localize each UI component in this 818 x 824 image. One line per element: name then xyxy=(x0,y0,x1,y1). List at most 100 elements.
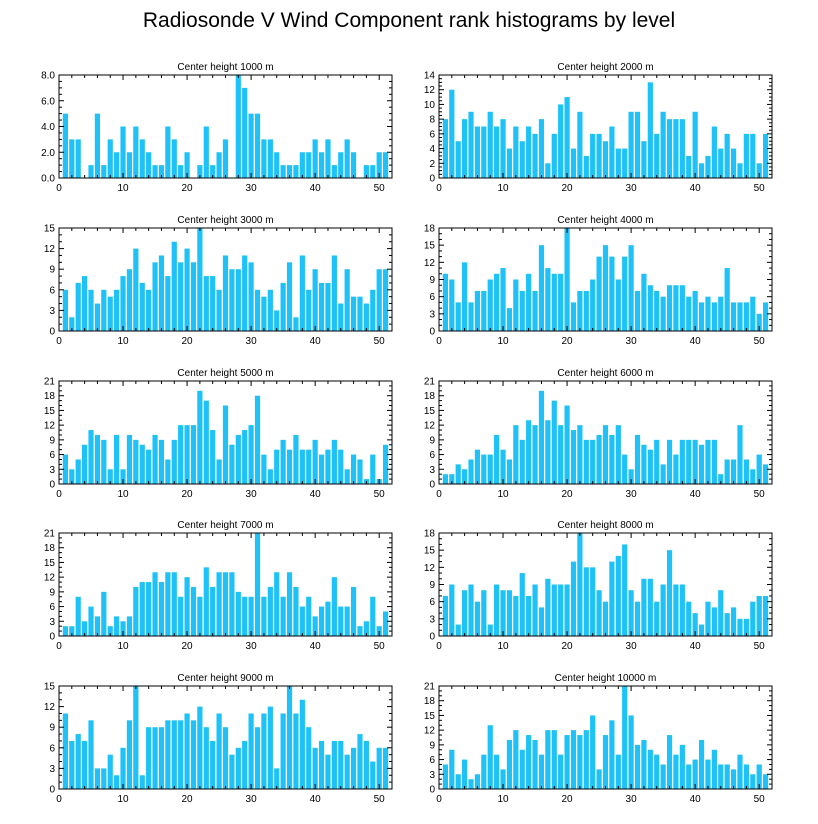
histogram-panel-6: Center height 6000 m 0 10 20 30 40 50 0 3 6 9 12 15 1… xyxy=(424,368,773,500)
bar xyxy=(190,720,197,789)
bar xyxy=(519,573,525,636)
bar xyxy=(242,596,248,636)
bar xyxy=(248,713,254,789)
bar xyxy=(107,469,113,484)
bar xyxy=(190,586,197,636)
bar xyxy=(474,774,481,789)
bar xyxy=(615,555,621,636)
y-tick-label: 9 xyxy=(49,587,55,598)
bar xyxy=(75,459,81,484)
bar xyxy=(526,126,532,178)
bar xyxy=(312,747,318,789)
bar xyxy=(376,152,382,178)
bar xyxy=(628,469,634,484)
bar xyxy=(242,430,248,484)
bar xyxy=(545,578,551,636)
bar xyxy=(267,139,273,179)
bar xyxy=(615,148,621,178)
bar xyxy=(660,584,666,636)
bar xyxy=(88,430,94,484)
x-tick-label: 20 xyxy=(562,641,574,652)
bar xyxy=(622,148,628,178)
x-tick-label: 50 xyxy=(754,794,766,805)
bar xyxy=(590,439,596,484)
x-tick-label: 0 xyxy=(436,794,442,805)
bar xyxy=(532,133,538,178)
bar xyxy=(609,720,615,789)
bar xyxy=(203,276,209,331)
bar xyxy=(474,449,481,484)
bar xyxy=(274,572,280,636)
bar xyxy=(449,474,455,484)
y-tick-label: 10 xyxy=(424,100,436,111)
bar xyxy=(660,764,666,789)
bar xyxy=(306,289,312,331)
bar xyxy=(762,774,769,789)
bar xyxy=(679,744,685,789)
bar xyxy=(634,111,641,178)
bar xyxy=(628,111,634,178)
bar xyxy=(481,754,487,789)
bar xyxy=(590,133,596,178)
bar xyxy=(737,425,743,484)
bar xyxy=(331,255,337,331)
bar xyxy=(615,279,621,331)
bar xyxy=(660,111,666,178)
bar xyxy=(462,262,468,331)
panel-title: Center height 4000 m xyxy=(557,215,653,226)
bar xyxy=(152,727,158,789)
bar xyxy=(312,269,318,331)
x-tick-label: 40 xyxy=(310,489,322,500)
bar xyxy=(487,454,493,484)
y-tick-label: 9 xyxy=(49,265,55,276)
bar xyxy=(442,764,448,789)
bar xyxy=(474,126,481,178)
y-tick-label: 3 xyxy=(429,465,435,476)
bar xyxy=(363,740,369,789)
bar xyxy=(382,747,389,789)
bar xyxy=(730,459,737,484)
panel-title: Center height 2000 m xyxy=(557,62,653,73)
bar xyxy=(216,289,222,331)
bar xyxy=(376,269,382,331)
x-tick-label: 20 xyxy=(182,794,194,805)
bar xyxy=(487,111,493,178)
bar xyxy=(222,572,229,636)
bar xyxy=(286,262,293,331)
bar xyxy=(634,290,641,331)
bar xyxy=(370,761,376,789)
x-tick-label: 30 xyxy=(246,641,258,652)
bar xyxy=(538,754,545,789)
bar xyxy=(468,459,474,484)
histogram-panel-1: Center height 1000 m 0 10 20 30 40 50 0.0 2.0 4.0… xyxy=(41,62,393,194)
bar xyxy=(101,165,107,179)
y-tick-label: 3 xyxy=(429,770,435,781)
bar xyxy=(737,302,743,331)
y-tick-label: 12 xyxy=(424,85,436,96)
x-tick-label: 30 xyxy=(626,794,638,805)
bar xyxy=(730,148,737,178)
bar xyxy=(114,289,120,331)
x-tick-label: 30 xyxy=(626,641,638,652)
x-tick-label: 40 xyxy=(690,641,702,652)
bar xyxy=(538,607,545,636)
bar xyxy=(62,113,68,179)
panel-title: Center height 7000 m xyxy=(177,520,273,531)
bar xyxy=(293,317,299,331)
bar xyxy=(139,775,145,789)
bar xyxy=(280,713,286,789)
bar xyxy=(526,595,532,636)
bar xyxy=(382,444,389,484)
bar xyxy=(730,607,737,636)
bar xyxy=(120,126,126,178)
bar xyxy=(500,119,506,178)
bar xyxy=(75,139,81,179)
bar xyxy=(312,139,318,179)
x-tick-label: 30 xyxy=(626,489,638,500)
bar xyxy=(654,754,660,789)
bar xyxy=(679,119,685,178)
bar xyxy=(126,152,133,178)
bar xyxy=(705,155,711,178)
bar xyxy=(146,449,152,484)
bar xyxy=(500,449,506,484)
